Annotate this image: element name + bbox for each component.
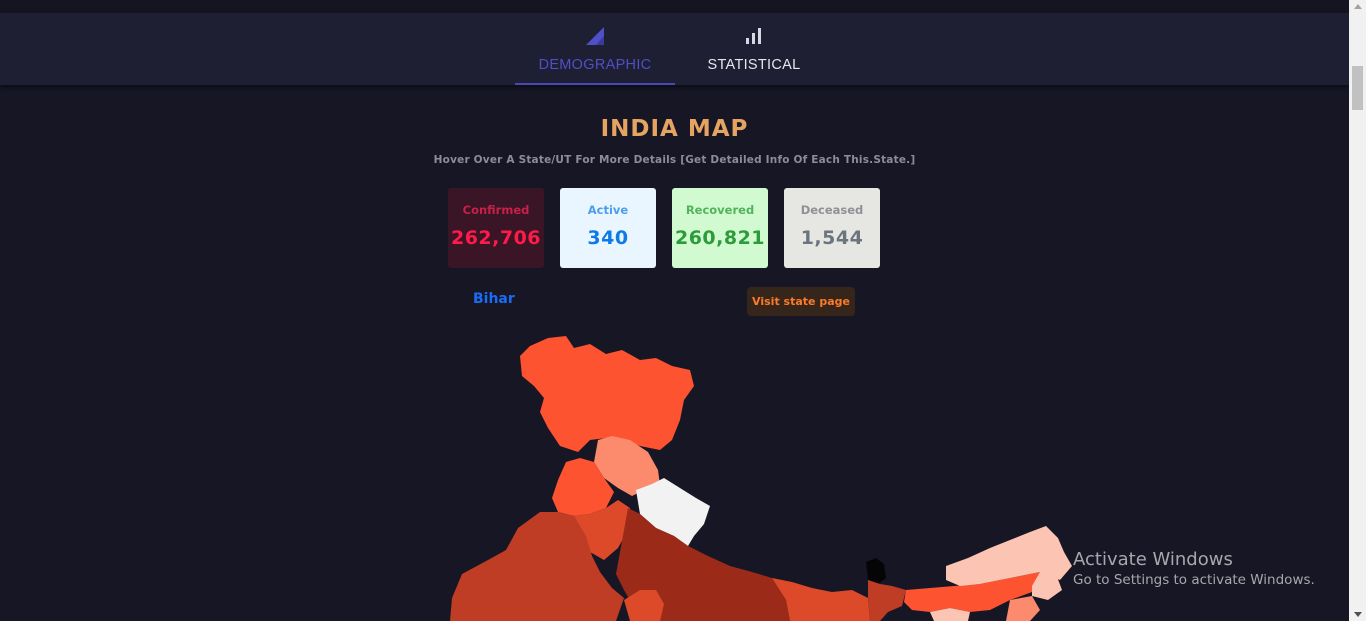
map-state-west-bengal bbox=[868, 580, 906, 621]
confirmed-label: Confirmed bbox=[462, 203, 530, 217]
recovered-card: Recovered 260,821 bbox=[672, 188, 768, 268]
active-label: Active bbox=[587, 203, 629, 217]
map-state-nagaland bbox=[1032, 572, 1062, 600]
triangle-chart-icon bbox=[586, 27, 604, 45]
scroll-up-arrow-icon[interactable] bbox=[1354, 4, 1362, 9]
india-map[interactable] bbox=[440, 325, 1340, 621]
deceased-value: 1,544 bbox=[800, 227, 864, 249]
map-state-rajasthan bbox=[450, 512, 624, 621]
top-strip bbox=[0, 0, 1349, 13]
map-title: INDIA MAP bbox=[600, 116, 749, 142]
map-state-sikkim bbox=[866, 558, 886, 584]
visit-state-page-button[interactable]: Visit state page bbox=[747, 287, 855, 316]
selected-state-name: Bihar bbox=[473, 291, 515, 307]
confirmed-card: Confirmed 262,706 bbox=[448, 188, 544, 268]
active-value: 340 bbox=[587, 227, 629, 249]
tab-demographic[interactable]: DEMOGRAPHIC bbox=[515, 13, 675, 85]
recovered-value: 260,821 bbox=[674, 227, 766, 249]
map-state-arunachal-pradesh bbox=[946, 526, 1072, 586]
vertical-scrollbar[interactable] bbox=[1349, 0, 1366, 621]
map-state-assam bbox=[904, 572, 1050, 612]
map-state-madhya-pradesh bbox=[624, 590, 664, 621]
recovered-label: Recovered bbox=[685, 203, 755, 217]
scrollbar-thumb[interactable] bbox=[1352, 66, 1363, 110]
map-state-himachal-pradesh bbox=[594, 436, 660, 496]
bar-chart-icon bbox=[746, 28, 761, 44]
tab-statistical-label: STATISTICAL bbox=[707, 57, 801, 73]
watermark-line-2: Go to Settings to activate Windows. bbox=[1073, 572, 1315, 588]
map-state-punjab bbox=[552, 458, 614, 516]
map-state-uttar-pradesh bbox=[616, 508, 790, 621]
map-state-jammu-kashmir bbox=[520, 336, 694, 452]
watermark-line-1: Activate Windows bbox=[1073, 549, 1233, 570]
active-card: Active 340 bbox=[560, 188, 656, 268]
tab-statistical[interactable]: STATISTICAL bbox=[674, 13, 834, 85]
scroll-down-arrow-icon[interactable] bbox=[1354, 612, 1362, 617]
tab-bar: DEMOGRAPHIC STATISTICAL bbox=[0, 13, 1349, 85]
map-state-uttarakhand bbox=[636, 478, 710, 546]
deceased-card: Deceased 1,544 bbox=[784, 188, 880, 268]
map-subtitle: Hover Over A State/UT For More Details [… bbox=[433, 154, 916, 166]
map-state-bihar bbox=[772, 578, 870, 621]
tab-demographic-label: DEMOGRAPHIC bbox=[538, 57, 652, 73]
map-state-meghalaya bbox=[930, 608, 970, 621]
activate-windows-watermark: Activate Windows Go to Settings to activ… bbox=[1073, 549, 1315, 588]
active-tab-indicator bbox=[515, 83, 675, 85]
map-state-manipur bbox=[1006, 596, 1040, 621]
confirmed-value: 262,706 bbox=[450, 227, 542, 249]
deceased-label: Deceased bbox=[800, 203, 864, 217]
